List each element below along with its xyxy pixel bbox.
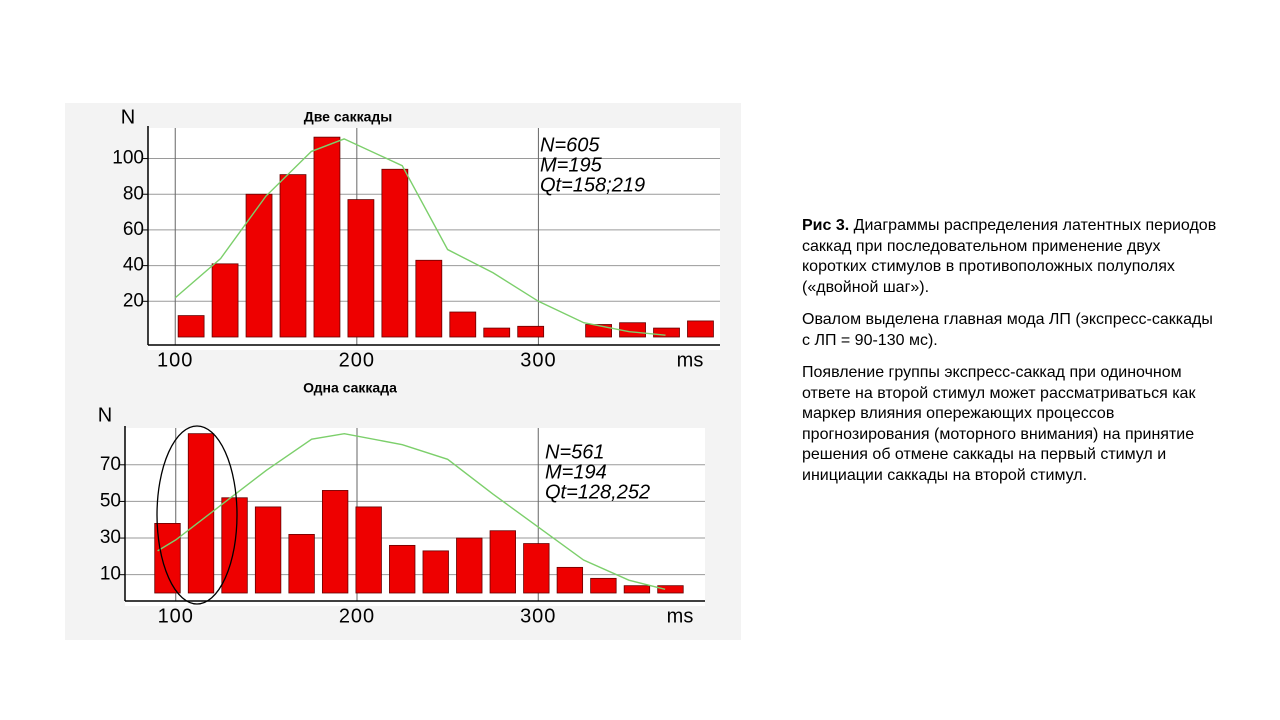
x-axis-label: ms bbox=[667, 605, 694, 627]
x-tick-label: 300 bbox=[520, 349, 556, 371]
y-axis-label: N bbox=[98, 404, 112, 426]
annotation: Qt=128,252 bbox=[545, 481, 650, 503]
annotation: Qt=158;219 bbox=[540, 174, 645, 196]
annotation: M=194 bbox=[545, 461, 607, 483]
bar bbox=[657, 585, 684, 594]
caption-text: Диаграммы распределения латентных период… bbox=[802, 217, 1217, 296]
bar bbox=[489, 530, 516, 594]
y-tick-label: 10 bbox=[100, 564, 121, 585]
annotation: N=561 bbox=[545, 441, 605, 463]
annotation: M=195 bbox=[540, 154, 603, 176]
bar bbox=[288, 533, 315, 594]
bar bbox=[389, 544, 416, 594]
chart-title: Одна саккада bbox=[303, 380, 397, 396]
fit-curve bbox=[157, 432, 666, 591]
caption-paragraph: Рис 3. Диаграммы распределения латентных… bbox=[802, 216, 1222, 298]
fit-curve bbox=[174, 138, 666, 336]
bar bbox=[556, 566, 584, 594]
caption: Рис 3. Диаграммы распределения латентных… bbox=[802, 216, 1222, 498]
x-tick-label: 200 bbox=[339, 605, 375, 627]
x-tick-label: 100 bbox=[158, 605, 194, 627]
caption-paragraph: Овалом выделена главная мода ЛП (экспрес… bbox=[802, 311, 1213, 349]
bar bbox=[347, 199, 375, 338]
mode-oval bbox=[156, 425, 238, 605]
bar bbox=[245, 193, 273, 338]
bar bbox=[154, 523, 181, 594]
x-axis-label: ms bbox=[677, 349, 704, 371]
y-tick-label: 100 bbox=[112, 148, 144, 169]
bar bbox=[254, 506, 282, 594]
y-tick-label: 60 bbox=[123, 219, 144, 240]
y-tick-label: 50 bbox=[100, 490, 121, 511]
bar bbox=[483, 327, 511, 338]
bar bbox=[381, 168, 409, 338]
bar bbox=[653, 327, 680, 338]
x-tick-label: 300 bbox=[520, 605, 556, 627]
y-tick-label: 80 bbox=[123, 183, 144, 204]
bar bbox=[422, 550, 449, 594]
bar bbox=[449, 311, 477, 338]
bar bbox=[585, 324, 612, 338]
bar bbox=[590, 577, 617, 594]
y-tick-label: 40 bbox=[123, 255, 144, 276]
annotation: N=605 bbox=[540, 134, 600, 156]
x-tick-label: 200 bbox=[339, 349, 375, 371]
bar bbox=[177, 315, 205, 338]
caption-paragraph: Появление группы экспресс-саккад при оди… bbox=[802, 364, 1196, 484]
bar bbox=[517, 325, 545, 338]
bar bbox=[523, 543, 550, 594]
chart-title: Две саккады bbox=[304, 109, 392, 125]
bar bbox=[321, 490, 349, 594]
y-tick-label: 70 bbox=[100, 454, 121, 475]
y-tick-label: 20 bbox=[123, 290, 144, 311]
bar bbox=[456, 537, 483, 594]
bar bbox=[279, 174, 307, 338]
bar bbox=[687, 320, 714, 338]
bar bbox=[211, 263, 239, 338]
bar bbox=[415, 259, 443, 338]
y-axis-label: N bbox=[121, 106, 135, 128]
x-tick-label: 100 bbox=[157, 349, 193, 371]
bar bbox=[355, 506, 382, 594]
caption-label: Рис 3. bbox=[802, 217, 850, 234]
y-tick-label: 30 bbox=[100, 527, 121, 548]
bar bbox=[623, 585, 651, 594]
bar bbox=[313, 136, 341, 338]
